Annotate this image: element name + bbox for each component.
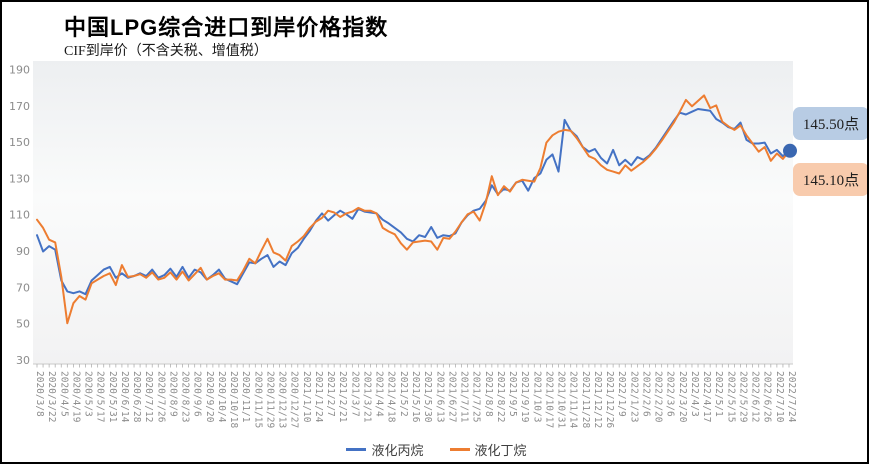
x-axis-tick-label: 2022/7/10	[774, 371, 785, 423]
chart-subtitle: CIF到岸价（不含关税、增值税）	[64, 44, 268, 59]
x-axis-tick-label: 2020/8/23	[180, 371, 191, 422]
x-axis-tick-label: 2021/9/19	[519, 371, 530, 423]
x-axis-tick-label: 2020/5/17	[95, 371, 106, 422]
x-axis-tick-label: 2021/8/8	[483, 371, 494, 417]
x-axis-tick-label: 2020/9/6	[192, 371, 203, 417]
x-axis-tick-label: 2021/6/27	[446, 371, 457, 422]
legend-label-butane: 液化丁烷	[474, 443, 527, 458]
x-axis-tick-label: 2020/3/22	[46, 371, 57, 422]
x-axis-tick-label: 2022/1/23	[628, 371, 639, 422]
propane-value-callout: 145.50点	[793, 107, 867, 140]
x-axis-tick-label: 2021/3/21	[361, 371, 372, 423]
x-axis-tick-label: 2021/9/5	[507, 371, 518, 417]
y-axis-tick-label: 190	[9, 64, 30, 77]
x-axis-tick-label: 2021/4/4	[374, 371, 385, 417]
x-axis-tick-label: 2020/4/19	[70, 371, 81, 423]
x-axis-tick-label: 2021/1/10	[301, 371, 312, 423]
x-axis-tick-label: 2022/4/3	[689, 371, 700, 417]
x-axis-tick-label: 2020/5/31	[107, 371, 118, 423]
x-axis-tick-label: 2022/4/17	[701, 371, 712, 422]
x-axis-tick-label: 2021/10/17	[543, 371, 554, 428]
x-axis-tick-label: 2022/5/1	[713, 371, 724, 417]
x-axis-tick-label: 2021/1/24	[313, 371, 324, 423]
y-axis-tick-label: 90	[16, 245, 30, 258]
y-axis-tick-label: 150	[9, 136, 30, 149]
x-axis-tick-label: 2021/5/2	[398, 371, 409, 417]
x-axis-tick-label: 2022/7/24	[786, 371, 797, 423]
x-axis-tick-label: 2020/10/4	[216, 371, 227, 423]
x-axis-tick-label: 2020/10/18	[228, 371, 239, 428]
x-axis-tick-label: 2020/4/5	[58, 371, 69, 417]
legend-item-butane: 液化丁烷	[449, 440, 527, 459]
x-axis-tick-label: 2021/11/14	[568, 371, 579, 428]
y-axis-tick-label: 30	[16, 354, 30, 367]
y-axis-tick-label: 170	[9, 100, 30, 113]
x-axis-tick-label: 2020/7/26	[155, 371, 166, 423]
x-axis-tick-label: 2020/6/14	[119, 371, 130, 423]
legend-item-propane: 液化丙烷	[346, 440, 424, 459]
x-axis-tick-label: 2022/2/20	[653, 371, 664, 423]
x-axis-tick-label: 2022/6/26	[762, 371, 773, 423]
x-axis-tick-label: 2021/12/12	[592, 371, 603, 428]
x-axis-tick-label: 2021/2/7	[325, 371, 336, 417]
x-axis-tick-label: 2020/9/20	[204, 371, 215, 423]
butane-line-swatch	[449, 448, 470, 451]
propane-end-dot	[783, 143, 797, 158]
x-axis-tick-label: 2020/12/27	[289, 371, 300, 428]
x-axis-tick-label: 2021/8/22	[495, 371, 506, 422]
x-axis-tick-label: 2021/4/18	[386, 371, 397, 423]
x-axis-tick-label: 2021/6/13	[434, 371, 445, 422]
x-axis-tick-label: 2021/10/31	[556, 371, 567, 428]
x-axis-tick-label: 2022/3/6	[665, 371, 676, 417]
x-axis-tick-label: 2021/10/3	[531, 371, 542, 422]
plot-area	[33, 61, 793, 364]
y-axis-tick-label: 130	[9, 172, 30, 185]
x-axis-tick-label: 2021/7/25	[471, 371, 482, 422]
x-axis-tick-label: 2022/3/20	[677, 371, 688, 423]
x-axis-tick-label: 2021/3/7	[349, 371, 360, 417]
legend-label-propane: 液化丙烷	[371, 443, 424, 458]
x-axis-tick-label: 2022/6/12	[750, 371, 761, 422]
x-axis-tick-label: 2022/1/9	[616, 371, 627, 417]
x-axis-tick-label: 2022/5/29	[737, 371, 748, 423]
x-axis-tick-label: 2021/7/11	[459, 371, 470, 423]
page-title: 中国LPG综合进口到岸价格指数	[64, 15, 389, 40]
butane-value-callout: 145.10点	[793, 163, 867, 196]
x-axis-tick-label: 2020/5/3	[83, 371, 94, 417]
x-axis-tick-label: 2022/2/6	[640, 371, 651, 417]
x-axis-tick-label: 2021/12/26	[604, 371, 615, 428]
x-axis-tick-label: 2020/6/28	[131, 371, 142, 423]
x-axis-tick-label: 2020/7/12	[143, 371, 154, 422]
x-axis-tick-label: 2021/2/21	[337, 371, 348, 423]
x-axis-tick-label: 2021/11/28	[580, 371, 591, 428]
x-axis-tick-label: 2020/12/13	[277, 371, 288, 428]
x-axis-tick-label: 2022/5/15	[725, 371, 736, 422]
legend: 液化丙烷 液化丁烷	[2, 440, 867, 459]
y-axis-tick-label: 50	[16, 318, 30, 331]
y-axis-tick-label: 110	[9, 209, 30, 222]
propane-line-swatch	[346, 448, 367, 451]
x-axis-tick-label: 2020/8/9	[167, 371, 178, 417]
x-axis-tick-label: 2020/11/29	[264, 371, 275, 428]
y-axis-tick-label: 70	[16, 281, 30, 294]
x-axis-tick-label: 2020/11/15	[252, 371, 263, 428]
x-axis-tick-label: 2021/5/16	[410, 371, 421, 423]
x-axis-tick-label: 2020/11/1	[240, 371, 251, 423]
x-axis-tick-label: 2020/3/8	[34, 371, 45, 417]
butane-series-line	[36, 94, 790, 325]
x-axis-tick-label: 2021/5/30	[422, 371, 433, 423]
